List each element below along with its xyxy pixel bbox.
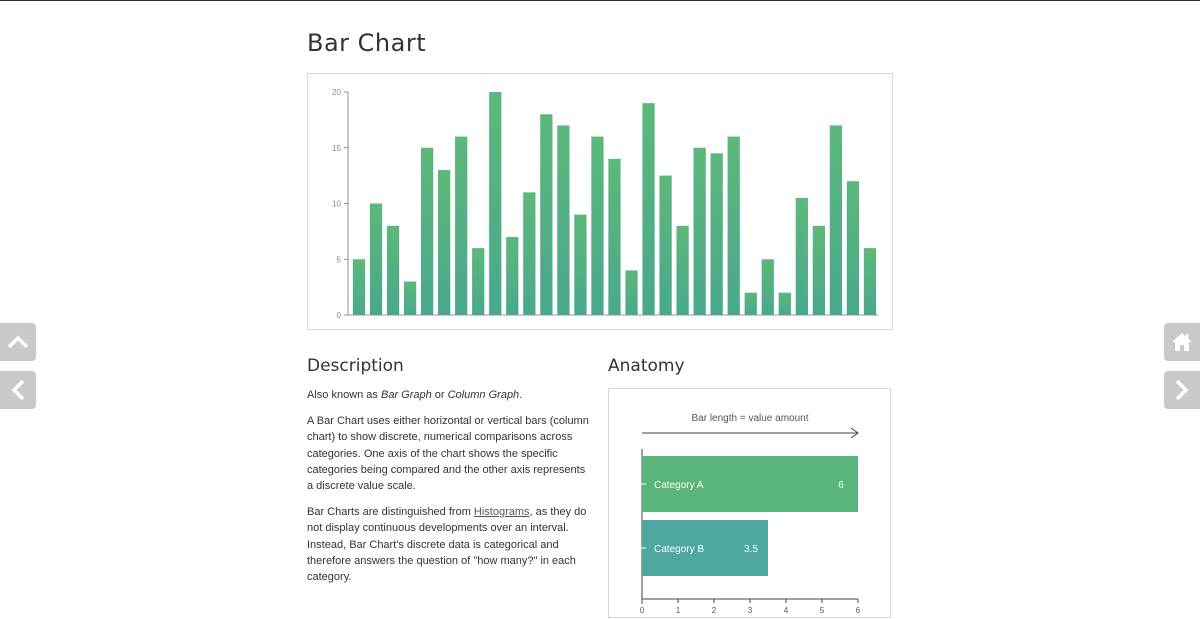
bar: [676, 225, 689, 315]
anatomy-chart-svg: Bar length = value amount Category A 6 Cate…: [639, 413, 861, 615]
bar: [420, 147, 434, 315]
bar: [693, 147, 706, 315]
y-tick-label: 20: [332, 88, 341, 97]
bar: [744, 292, 757, 315]
description-paragraph: A Bar Chart uses either horizontal or ve…: [307, 415, 589, 493]
y-tick-label: 5: [337, 255, 342, 264]
chevron-left-icon: [11, 379, 25, 401]
page-title: Bar Chart: [307, 29, 427, 57]
chevron-up-icon: [7, 335, 29, 349]
next-page-button[interactable]: [1164, 371, 1200, 409]
value-label: 3.5: [744, 544, 758, 555]
category-label: Category B: [654, 544, 704, 555]
x-tick-label: 5: [820, 606, 825, 615]
bar: [489, 92, 502, 315]
anatomy-heading: Anatomy: [608, 356, 685, 376]
description-heading: Description: [307, 356, 404, 376]
bar: [540, 114, 553, 315]
annotation-label: Bar length = value amount: [691, 413, 808, 424]
anatomy-bar: [642, 456, 858, 512]
bar: [608, 158, 621, 315]
x-tick-label: 6: [856, 606, 861, 615]
bar: [659, 175, 672, 315]
bar-chart-svg: 0 5 10 15 20: [332, 88, 878, 320]
annotation-arrowhead: [850, 427, 859, 439]
bar: [557, 125, 570, 315]
bar: [455, 136, 468, 315]
aka-suffix: .: [519, 389, 523, 401]
bar: [386, 225, 400, 315]
distinction-suffix: , as they do not display continuous deve…: [307, 506, 587, 584]
distinction-paragraph: Bar Charts are distinguished from Histog…: [307, 504, 591, 585]
bar: [506, 236, 519, 315]
bar: [863, 248, 877, 315]
anatomy-diagram: Bar length = value amount Category A 6 Cate…: [608, 388, 891, 618]
bar: [727, 136, 740, 315]
aka-term-column-graph: Column Graph: [447, 389, 520, 401]
x-tick-label: 3: [748, 606, 753, 615]
aka-prefix: Also known as: [307, 389, 381, 401]
bar: [710, 153, 723, 315]
bar: [523, 192, 536, 315]
x-tick-label: 1: [676, 606, 681, 615]
bar: [403, 281, 417, 315]
chevron-right-icon: [1175, 379, 1189, 401]
category-label: Category A: [654, 480, 704, 491]
bar-chart: 0 5 10 15 20: [307, 73, 893, 330]
bar: [591, 136, 604, 315]
aka-or: or: [431, 389, 448, 401]
home-icon: [1172, 333, 1192, 351]
distinction-prefix: Bar Charts are distinguished from: [307, 506, 474, 519]
bar: [472, 248, 485, 315]
bar: [795, 197, 808, 315]
y-tick-label: 0: [337, 311, 342, 320]
bar: [642, 103, 655, 316]
histograms-link[interactable]: Histograms: [473, 506, 530, 519]
x-tick-label: 4: [784, 606, 789, 615]
home-button[interactable]: [1164, 323, 1200, 361]
bar: [761, 259, 774, 315]
anatomy-bar: [642, 520, 768, 576]
previous-page-button[interactable]: [0, 371, 36, 409]
bar: [625, 270, 638, 315]
value-label: 6: [838, 480, 844, 491]
bar: [574, 214, 587, 315]
bar: [369, 203, 383, 315]
scroll-up-button[interactable]: [0, 323, 36, 361]
bar: [438, 170, 451, 315]
bar: [812, 225, 826, 315]
y-tick-label: 15: [332, 144, 341, 153]
bar: [829, 125, 843, 315]
x-tick-label: 2: [712, 606, 717, 615]
bar: [778, 292, 791, 315]
x-tick-label: 0: [640, 606, 645, 615]
description-body: Also known as Bar Graph or Column Graph.…: [307, 387, 591, 595]
y-tick-label: 10: [332, 200, 341, 209]
aka-term-bar-graph: Bar Graph: [380, 389, 432, 401]
aka-paragraph: Also known as Bar Graph or Column Graph.: [307, 387, 591, 403]
bar: [352, 259, 366, 315]
bar: [846, 181, 860, 315]
